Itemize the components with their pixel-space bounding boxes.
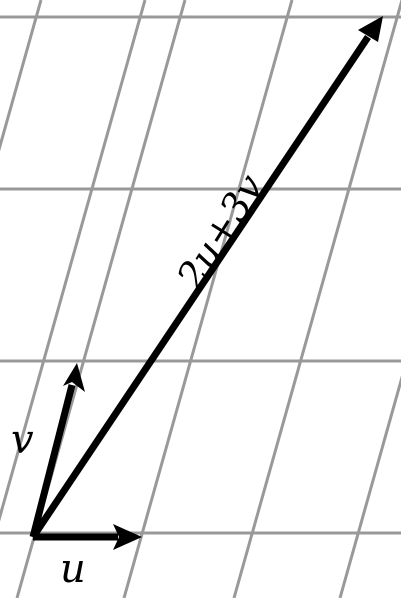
grid-line-slanted: [338, 375, 401, 598]
grid-line-slanted: [0, 0, 147, 522]
label-u: u: [60, 546, 86, 592]
grid-line-slanted: [0, 0, 43, 152]
grid-line-slanted: [232, 0, 401, 598]
vector-u-arrowhead: [113, 524, 142, 550]
vector-sum: [30, 16, 383, 539]
vector-v: [29, 363, 85, 538]
vector-v-shaft: [29, 384, 76, 538]
vector-u: [33, 524, 142, 550]
vector-sum-shaft: [30, 35, 371, 539]
horizontal-grid-lines: [0, 15, 401, 535]
vector-sum-arrowhead: [358, 16, 383, 42]
vector-v-arrowhead: [63, 363, 85, 392]
label-sum: 2u+3v: [168, 166, 273, 298]
grid-line-slanted: [122, 0, 294, 598]
label-v: v: [11, 417, 34, 463]
